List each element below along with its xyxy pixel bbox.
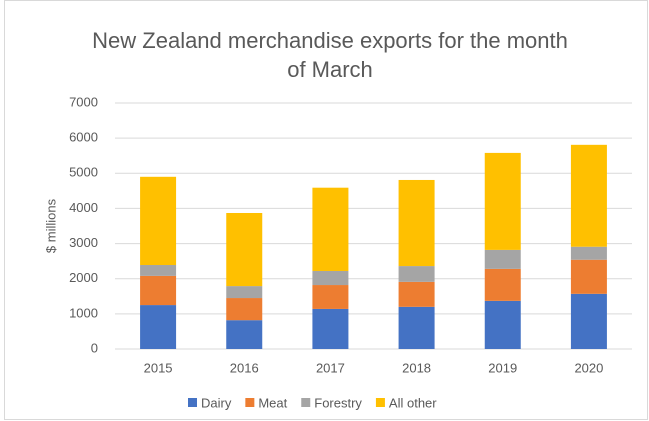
- bar-segment: [226, 298, 263, 321]
- chart-border: [4, 0, 648, 420]
- legend-label: All other: [389, 395, 437, 410]
- bar-segment: [312, 187, 349, 271]
- legend-label: Dairy: [201, 395, 232, 410]
- bar-segment: [140, 305, 177, 349]
- y-tick-label: 4000: [69, 200, 98, 215]
- x-tick-label: 2020: [574, 360, 603, 375]
- y-tick-label: 2000: [69, 270, 98, 285]
- bar-segment: [484, 249, 521, 269]
- bar-segment: [570, 293, 607, 349]
- x-tick-label: 2016: [230, 360, 259, 375]
- y-tick-label: 7000: [69, 94, 98, 109]
- bar-segment: [398, 179, 435, 267]
- legend-swatch: [375, 398, 385, 407]
- legend-swatch: [245, 398, 255, 407]
- y-axis-label: $ millions: [43, 198, 58, 253]
- x-tick-label: 2018: [402, 360, 431, 375]
- x-tick-label: 2015: [144, 360, 173, 375]
- legend-label: Meat: [258, 395, 287, 410]
- bar-segment: [398, 266, 435, 282]
- bar-segment: [140, 176, 177, 266]
- bar-segment: [484, 300, 521, 349]
- bar-segment: [140, 275, 177, 306]
- bar-segment: [226, 320, 263, 349]
- y-tick-label: 0: [91, 340, 98, 355]
- bar-segment: [140, 265, 177, 276]
- y-tick-label: 6000: [69, 130, 98, 145]
- y-tick-label: 1000: [69, 305, 98, 320]
- legend-swatch: [301, 398, 311, 407]
- bar-segment: [226, 212, 263, 287]
- bar-segment: [570, 246, 607, 260]
- x-tick-label: 2017: [316, 360, 345, 375]
- bar-segment: [226, 286, 263, 299]
- bar-segment: [312, 270, 349, 286]
- bar-segment: [484, 268, 521, 301]
- legend-label: Forestry: [314, 395, 362, 410]
- bar-segment: [484, 152, 521, 250]
- legend-swatch: [188, 398, 197, 407]
- bar-segment: [570, 259, 607, 294]
- y-tick-label: 3000: [69, 235, 98, 250]
- y-tick-label: 5000: [69, 165, 98, 180]
- bar-segment: [398, 306, 435, 349]
- chart-title: New Zealand merchandise exports for the …: [92, 28, 568, 82]
- bar-segment: [570, 144, 607, 247]
- x-tick-label: 2019: [488, 360, 517, 375]
- bar-segment: [312, 308, 349, 349]
- bar-segment: [312, 285, 349, 309]
- bar-segment: [398, 281, 435, 307]
